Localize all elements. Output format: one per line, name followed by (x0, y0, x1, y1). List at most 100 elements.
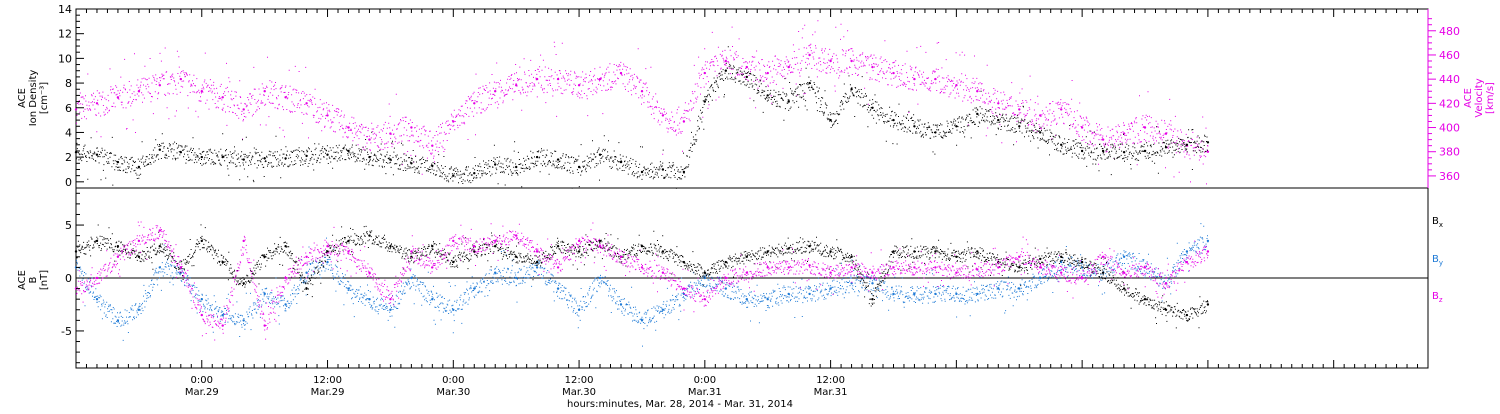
density-series-point (745, 75, 748, 79)
velocity-series-point (326, 114, 329, 117)
velocity-series-point (577, 84, 581, 87)
velocity-tick-label: 460 (1439, 49, 1460, 62)
bz-series-point (787, 266, 790, 269)
by-series-point (745, 298, 748, 301)
density-series-point (682, 170, 686, 174)
bz-series-point (535, 250, 539, 253)
velocity-series-point (829, 59, 832, 63)
legend-bz-main: B (1432, 291, 1439, 302)
by-series-point (1185, 250, 1189, 253)
legend-bx-main: B (1432, 216, 1439, 227)
bz-series-point (871, 271, 874, 274)
velocity-series-point (1101, 138, 1105, 141)
velocity-series-point (766, 71, 769, 75)
density-series-point (74, 151, 78, 154)
velocity-series-point (1060, 108, 1063, 111)
velocity-series-point (871, 65, 874, 69)
bz-series-point (242, 239, 245, 243)
velocity-series-point (368, 138, 371, 141)
density-series-point (787, 100, 790, 103)
bx-series-point (829, 250, 832, 253)
velocity-series-point (242, 108, 245, 111)
by-series-point (955, 292, 958, 296)
density-series-point (598, 153, 602, 156)
bx-series-point (577, 250, 581, 253)
bz-series-point (137, 239, 141, 243)
x-tick-label-date: Mar.29 (311, 387, 345, 398)
velocity-series-point (1206, 150, 1210, 153)
legend-by: By (1432, 254, 1443, 267)
x-tick-label-date: Mar.31 (688, 387, 722, 398)
b-axis-label-2: B (28, 276, 39, 283)
bz-series-point (263, 324, 266, 327)
by-series-point (808, 292, 811, 296)
x-tick-label-date: Mar.30 (562, 387, 596, 398)
velocity-series-point (95, 102, 99, 105)
by-series-point (494, 271, 497, 274)
velocity-series-point (745, 65, 748, 69)
bz-series-point (913, 266, 916, 269)
velocity-axis-label-1: ACE (1463, 88, 1474, 108)
bz-series-point (850, 266, 853, 269)
density-series-point (347, 149, 350, 153)
by-series-point (892, 292, 895, 296)
bz-series-point (997, 266, 1000, 269)
velocity-series-point (724, 59, 727, 63)
velocity-series-point (410, 126, 413, 129)
density-axis-label-2: Ion Density (28, 70, 39, 127)
density-series-point (263, 157, 266, 160)
velocity-series-point (787, 65, 790, 69)
density-series-point (535, 155, 539, 159)
bz-series-point (808, 264, 811, 267)
by-series-point (452, 308, 455, 311)
legend-bx: Bx (1432, 216, 1443, 229)
bx-series-point (1101, 271, 1105, 274)
x-tick-label-date: Mar.31 (814, 387, 848, 398)
bx-series-point (535, 260, 539, 264)
bx-series-point (556, 245, 560, 248)
bx-series-point (1164, 308, 1168, 311)
density-series-point (556, 158, 560, 161)
density-tick-label: 6 (65, 102, 72, 115)
by-series-point (1206, 239, 1210, 243)
bx-series-point (1122, 287, 1126, 290)
velocity-series-point (74, 108, 78, 111)
x-tick-label-time: 12:00 (313, 375, 342, 386)
by-series-point (871, 282, 874, 285)
by-series-point (661, 308, 665, 311)
density-series-point (389, 158, 392, 161)
density-series-point (473, 172, 476, 175)
by-series-point (598, 276, 602, 280)
density-tick-label: 0 (65, 176, 72, 189)
bz-series-point (829, 271, 832, 274)
legend-bz-sub: z (1439, 296, 1443, 304)
bz-series-point (116, 255, 120, 258)
velocity-series-point (955, 84, 958, 87)
bx-series-point (598, 239, 602, 243)
velocity-series-point (976, 90, 979, 93)
density-tick-label: 4 (65, 126, 72, 139)
density-series-point (703, 100, 706, 103)
velocity-series-point (1018, 108, 1021, 111)
bx-series-point (116, 245, 120, 248)
bx-series-point (1080, 260, 1084, 264)
legend-by-main: B (1432, 254, 1439, 265)
x-tick-label-time: 0:00 (191, 375, 213, 386)
density-series-point (305, 154, 308, 158)
velocity-series-point (473, 102, 476, 105)
bz-series-point (179, 266, 182, 269)
by-series-point (305, 271, 308, 274)
x-axis-title: hours:minutes, Mar. 28, 2014 - Mar. 31, … (567, 399, 793, 410)
density-series-point (766, 94, 769, 97)
bz-series-point (619, 255, 623, 258)
velocity-axis-label-2: Velocity (1474, 78, 1485, 117)
density-tick-label: 2 (65, 151, 72, 164)
b-tick-label: -5 (61, 325, 72, 338)
density-axis-label-3: [cm⁻³] (39, 82, 50, 114)
bx-series-point (1206, 303, 1210, 306)
velocity-series-point (494, 90, 497, 93)
bz-series-point (494, 239, 497, 243)
velocity-series-dots (76, 20, 1209, 185)
density-series-point (452, 174, 455, 177)
